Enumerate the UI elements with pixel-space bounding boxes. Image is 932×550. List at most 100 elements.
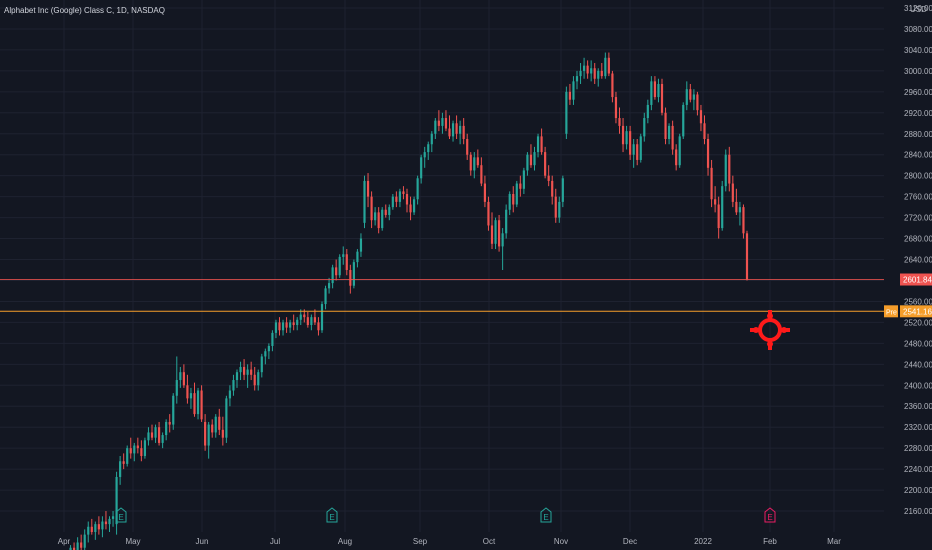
- candle-body: [342, 254, 345, 257]
- candle-body: [618, 118, 621, 126]
- candle-body: [696, 94, 699, 111]
- candle-body: [703, 123, 706, 139]
- candle-body: [207, 424, 210, 446]
- candle-body: [168, 421, 171, 425]
- candle-body: [448, 128, 451, 137]
- candle-body: [175, 380, 178, 396]
- candle-body: [629, 131, 632, 155]
- candle-body: [462, 125, 465, 139]
- candle-body: [193, 393, 196, 415]
- candle-body: [154, 427, 157, 438]
- candle-body: [706, 139, 710, 168]
- candle-body: [512, 194, 515, 205]
- candle-body: [586, 65, 589, 74]
- candle-body: [685, 89, 688, 105]
- candle-body: [487, 201, 490, 226]
- candle-body: [395, 196, 398, 202]
- candle-body: [714, 199, 717, 205]
- candle-body: [497, 220, 501, 247]
- candle-body: [483, 183, 487, 202]
- y-tick-label: 2360.00: [904, 402, 932, 411]
- candle-body: [540, 136, 543, 153]
- candle-body: [303, 314, 306, 318]
- candle-body: [639, 136, 642, 160]
- candle-body: [710, 167, 713, 200]
- candle-body: [473, 157, 476, 171]
- candle-body: [664, 112, 667, 139]
- chart-title: Alphabet Inc (Google) Class C, 1D, NASDA…: [4, 6, 165, 15]
- earnings-marker[interactable]: [540, 507, 552, 523]
- y-tick-label: 3040.00: [904, 46, 932, 55]
- candle-body: [632, 144, 635, 155]
- earnings-marker[interactable]: [764, 507, 776, 523]
- earnings-marker-label: E: [543, 513, 548, 522]
- candle-body: [600, 70, 603, 77]
- candle-body: [370, 196, 373, 221]
- candle-body: [232, 380, 235, 391]
- candle-body: [104, 521, 108, 525]
- candle-body: [313, 317, 317, 323]
- candle-body: [547, 175, 550, 181]
- candle-body: [582, 65, 586, 71]
- x-tick-label: Apr: [58, 537, 71, 546]
- candle-body: [161, 435, 164, 443]
- candle-body: [646, 104, 649, 119]
- earnings-marker-label: E: [118, 513, 123, 522]
- candle-body: [292, 322, 295, 326]
- candle-body: [133, 445, 136, 454]
- y-tick-label: 2400.00: [904, 381, 932, 390]
- candle-body: [625, 131, 628, 145]
- candle-body: [90, 526, 93, 532]
- candle-body: [699, 110, 703, 124]
- candle-body: [745, 233, 749, 280]
- candle-body: [122, 461, 125, 464]
- x-tick-label: Nov: [554, 537, 568, 546]
- candle-body: [115, 476, 118, 525]
- candle-body: [558, 201, 561, 218]
- candle-body: [728, 154, 731, 184]
- premarket-badge-label: Pre: [886, 309, 897, 316]
- candle-body: [140, 448, 143, 457]
- candle-body: [165, 421, 168, 436]
- candle-body: [260, 356, 263, 373]
- candle-body: [731, 183, 734, 202]
- candle-body: [738, 207, 742, 213]
- candle-body: [246, 369, 249, 375]
- candle-body: [692, 94, 695, 100]
- candle-body: [522, 170, 525, 189]
- candle-body: [519, 183, 522, 189]
- earnings-marker[interactable]: [326, 507, 338, 523]
- candle-body: [182, 372, 185, 386]
- candle-body: [671, 125, 674, 150]
- candle-body: [111, 516, 115, 519]
- candle-body: [267, 345, 270, 352]
- candle-body: [590, 68, 593, 74]
- candle-body: [675, 149, 678, 166]
- candle-body: [76, 542, 79, 550]
- earnings-marker[interactable]: [115, 507, 127, 523]
- premarket-badge: [884, 305, 898, 318]
- target-icon-arm: [780, 328, 790, 332]
- y-tick-label: 3120.00: [904, 4, 932, 13]
- y-tick-label: 2440.00: [904, 360, 932, 369]
- candle-body: [593, 68, 596, 79]
- candle-body: [554, 196, 557, 218]
- candle-body: [441, 118, 444, 126]
- candle-body: [239, 366, 242, 373]
- candle-body: [515, 183, 518, 205]
- earnings-marker-label: E: [329, 513, 334, 522]
- x-tick-label: Oct: [483, 537, 496, 546]
- candle-body: [200, 390, 203, 420]
- candle-body: [87, 526, 90, 535]
- earnings-marker-label: E: [767, 513, 772, 522]
- candle-body: [306, 317, 309, 326]
- candle-body: [317, 322, 320, 331]
- y-tick-label: 2800.00: [904, 172, 932, 181]
- premarket-price-tag: [900, 305, 932, 318]
- candle-body: [501, 233, 504, 247]
- candle-body: [150, 432, 154, 438]
- candle-body: [94, 524, 97, 532]
- y-tick-label: 2160.00: [904, 507, 932, 516]
- candle-body: [349, 270, 352, 286]
